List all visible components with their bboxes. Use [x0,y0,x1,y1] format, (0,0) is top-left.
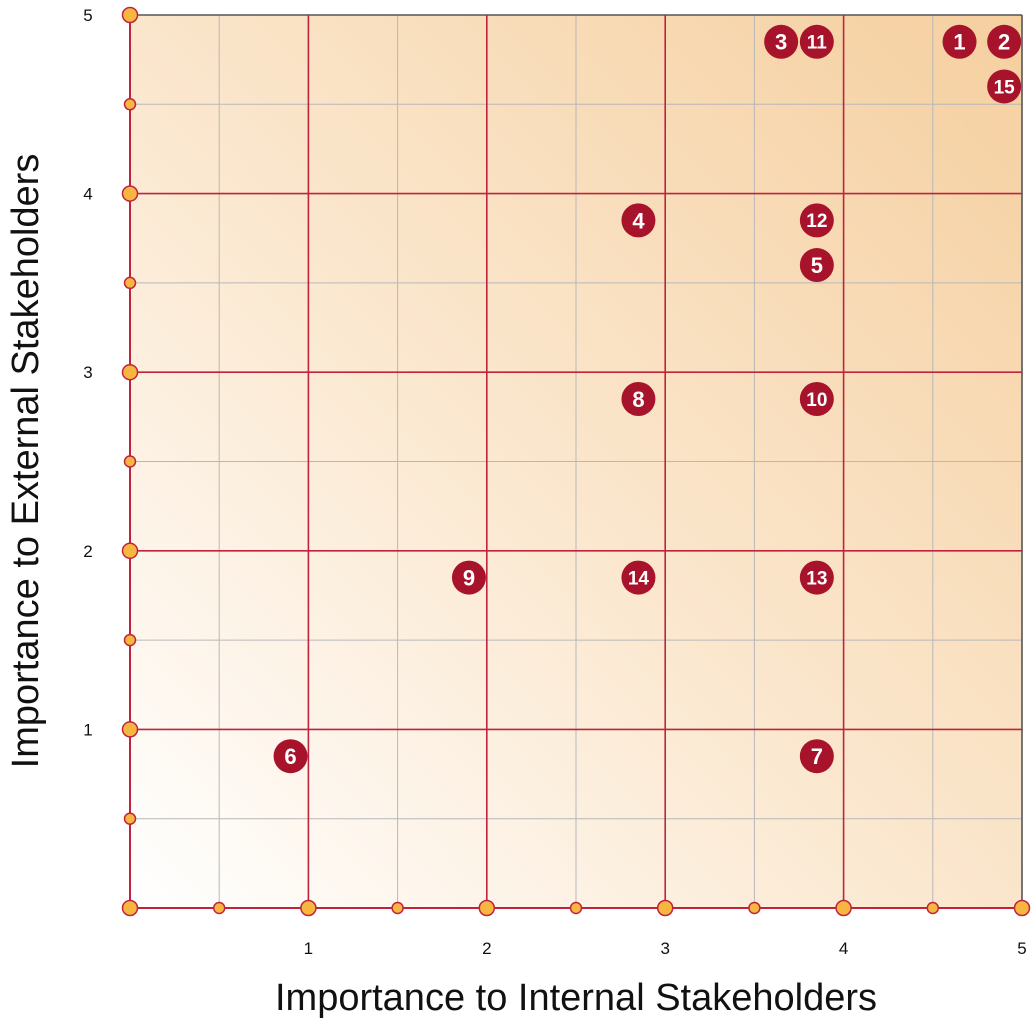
data-point-marker [987,69,1022,104]
x-tick-dot [926,901,940,915]
data-point-marker [799,24,834,59]
y-tick-dot [121,185,139,202]
data-point-label: 15 [994,77,1016,98]
data-point-marker [621,203,656,238]
data-point-label: 9 [463,566,475,591]
data-point-label: 4 [632,208,645,233]
data-point-14: 14 [621,560,656,595]
data-point-label: 13 [806,568,827,589]
data-point-marker [451,560,486,595]
x-tick-label: 3 [660,939,669,958]
y-tick-dot [123,633,137,647]
y-tick-label: 3 [83,363,92,382]
x-tick-dot [212,901,226,915]
data-point-4: 4 [621,203,656,238]
y-tick-label: 4 [83,185,92,204]
x-tick-dot [569,901,583,915]
data-point-15: 15 [987,69,1022,104]
data-point-label: 5 [811,253,823,278]
data-point-marker [799,560,834,595]
data-point-marker [799,203,834,238]
data-point-9: 9 [451,560,486,595]
x-tick-dot [391,901,404,915]
data-point-marker [942,24,977,59]
data-point-marker [799,381,834,416]
data-point-marker [764,24,799,59]
x-tick-dot [748,901,761,915]
data-point-marker [621,381,656,416]
data-point-label: 10 [806,390,827,411]
data-point-marker [987,24,1022,59]
x-tick-label: 1 [304,939,313,958]
data-point-6: 6 [273,739,308,774]
data-point-8: 8 [621,381,656,416]
x-tick-label: 4 [839,939,848,958]
data-point-5: 5 [799,248,834,283]
data-point-label: 7 [811,744,823,769]
data-point-label: 11 [807,33,828,54]
y-tick-dot [121,721,139,738]
y-tick-dot [121,6,139,24]
data-point-label: 2 [998,30,1010,55]
x-tick-label: 2 [482,939,491,958]
y-tick-dot [121,542,139,560]
data-point-11: 11 [799,24,834,59]
data-point-label: 12 [806,211,827,232]
x-tick-dot [478,899,496,917]
y-tick-dot [123,812,137,825]
y-tick-label: 1 [83,720,92,739]
y-tick-dot [123,98,137,111]
y-tick-dot [123,455,137,468]
x-axis-title: Importance to Internal Stakeholders [275,977,877,1019]
data-point-2: 2 [987,24,1022,59]
x-tick-label: 5 [1017,939,1026,958]
data-point-3: 3 [764,24,799,59]
data-point-13: 13 [799,560,834,595]
data-point-marker [621,560,656,595]
data-point-label: 1 [953,30,965,55]
tick-dots [121,6,1031,917]
data-point-label: 3 [775,30,787,55]
y-tick-label: 2 [83,542,92,561]
x-tick-dot [835,899,852,917]
major-grid [130,14,1023,908]
x-tick-dot [656,899,674,917]
data-point-7: 7 [799,739,834,774]
y-tick-dot [123,276,137,290]
data-point-1: 1 [942,24,977,59]
data-point-marker [799,739,834,774]
x-tick-dot [1013,899,1031,917]
data-point-label: 6 [284,744,296,769]
data-point-label: 8 [632,387,644,412]
data-point-marker [273,739,308,774]
x-tick-dot [300,899,317,917]
y-tick-label: 5 [83,6,92,25]
data-point-10: 10 [799,381,834,416]
y-axis-title: Importance to External Stakeholders [5,154,47,769]
data-point-marker [799,248,834,283]
minor-grid [130,15,1022,908]
x-tick-dot [121,899,139,917]
data-point-label: 14 [628,568,650,589]
y-tick-dot [121,363,139,381]
data-point-12: 12 [799,203,834,238]
